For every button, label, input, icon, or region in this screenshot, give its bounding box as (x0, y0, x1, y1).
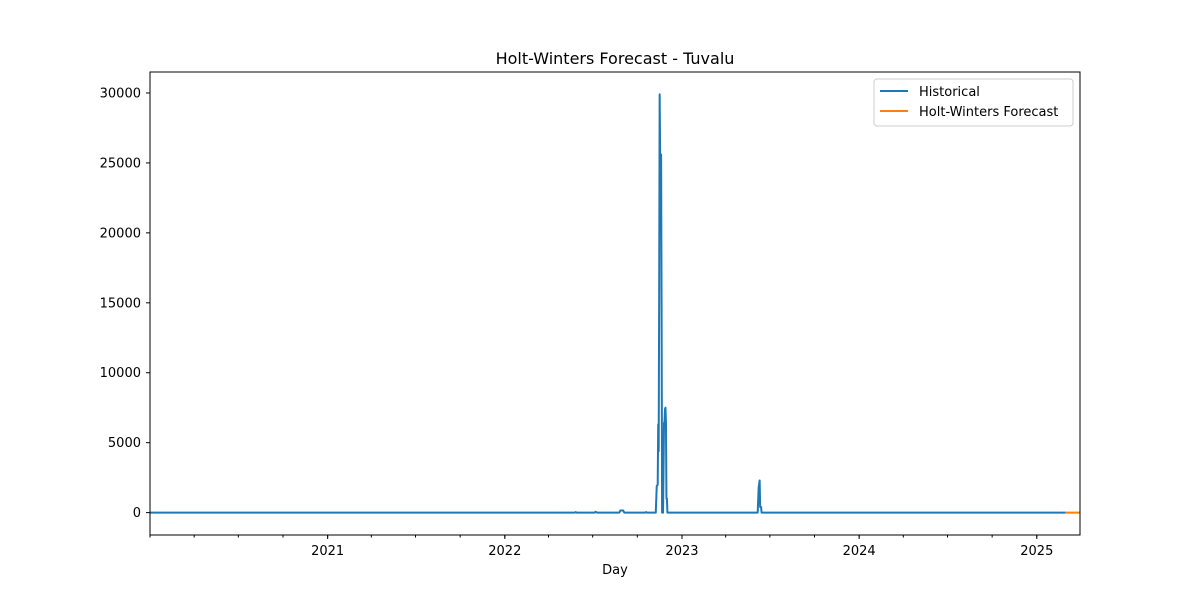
x-tick-label: 2022 (488, 544, 521, 559)
legend-label-1: Holt-Winters Forecast (919, 105, 1058, 120)
legend-label-0: Historical (919, 85, 980, 100)
plot-lines (150, 93, 1080, 514)
y-tick-label: 10000 (100, 366, 141, 381)
y-tick-label: 5000 (108, 436, 141, 451)
y-tick-label: 30000 (100, 86, 141, 101)
plot-frame (149, 71, 1081, 536)
y-tick-label: 0 (133, 506, 141, 521)
x-axis: 2021 2022 2023 2024 2025 (149, 535, 1053, 559)
x-tick-label: 2021 (311, 544, 344, 559)
y-axis: 0 5000 10000 15000 20000 25000 30000 (100, 86, 150, 521)
x-tick-label: 2025 (1020, 544, 1053, 559)
series-line-0 (150, 93, 1066, 514)
y-tick-label: 25000 (100, 156, 141, 171)
x-tick-label: 2024 (843, 544, 876, 559)
y-tick-label: 20000 (100, 226, 141, 241)
legend: Historical Holt-Winters Forecast (873, 78, 1074, 127)
x-axis-label: Day (602, 563, 628, 578)
legend-box (873, 78, 1074, 127)
x-tick-label: 2023 (665, 544, 698, 559)
y-tick-label: 15000 (100, 296, 141, 311)
chart-title: Holt-Winters Forecast - Tuvalu (496, 49, 735, 68)
